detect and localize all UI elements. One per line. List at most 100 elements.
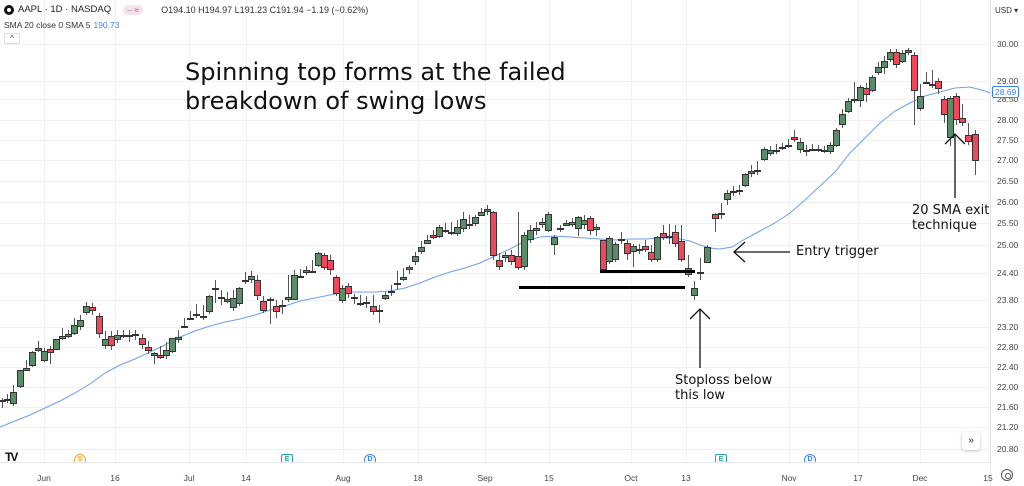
scroll-to-realtime-button[interactable]: »	[962, 432, 980, 450]
candle-body	[0, 400, 6, 402]
candle-body	[971, 134, 979, 161]
candle-body	[556, 228, 564, 230]
price-label: 21.20	[997, 422, 1019, 432]
candle-body	[76, 320, 84, 327]
candle	[278, 300, 286, 314]
candle-body	[387, 291, 395, 293]
collapse-legend-button[interactable]: ^	[4, 33, 20, 44]
symbol-title[interactable]: AAPL · 1D · NASDAQ	[18, 4, 112, 15]
candle-wick	[632, 244, 634, 267]
dividend-event-icon[interactable]: D	[804, 454, 816, 462]
candle-wick	[195, 304, 197, 318]
candle	[753, 161, 761, 175]
candle-wick	[202, 305, 204, 320]
candle	[910, 52, 918, 125]
price-axis[interactable]: USD ▾ 30.00 29.00 28.50 28.00 27.50 27.00 26.5…	[990, 0, 1024, 486]
candle	[760, 147, 768, 161]
candle-body	[844, 101, 852, 112]
candle-wick	[756, 161, 758, 175]
candle	[417, 241, 425, 254]
candle	[272, 300, 280, 318]
symbol-legend[interactable]: AAPL · 1D · NASDAQ – ≈ O194.10 H194.97 L1…	[4, 4, 368, 15]
candle	[40, 348, 48, 362]
candle-body	[696, 272, 704, 274]
candle-body	[16, 370, 24, 387]
last-price-tag: 28.69	[992, 86, 1020, 98]
earnings-event-icon[interactable]: E	[281, 454, 293, 462]
candle	[350, 294, 358, 304]
candle-wick	[299, 269, 301, 277]
candle-wick	[25, 360, 27, 371]
candle	[113, 330, 121, 343]
candle-body	[964, 135, 972, 142]
candle-wick	[714, 213, 716, 232]
candle-body	[465, 224, 473, 226]
candle-wick	[793, 130, 795, 142]
candle	[784, 139, 792, 148]
candle	[58, 328, 66, 340]
earnings-event-icon[interactable]: E	[715, 454, 727, 462]
candle-body	[107, 336, 115, 346]
candle-body	[186, 318, 194, 320]
candle	[747, 165, 755, 177]
candle-body	[247, 276, 255, 280]
candle	[653, 236, 661, 262]
candle-body	[641, 246, 649, 250]
candle	[16, 370, 24, 388]
candle-body	[296, 276, 304, 278]
candle-body	[58, 336, 66, 339]
indicator-legend[interactable]: SMA 20 close 0 SMA 5 190.73	[4, 20, 119, 30]
tradingview-logo-icon[interactable]: TV	[5, 450, 18, 462]
candle-wick	[687, 255, 689, 277]
price-label: 29.00	[997, 76, 1019, 86]
dividend-event-icon[interactable]: D	[364, 454, 376, 462]
grid-line-vertical	[858, 0, 859, 462]
candle	[802, 145, 810, 156]
price-label: 22.80	[997, 342, 1019, 352]
candle-wick	[359, 295, 361, 306]
grid-line-horizontal	[0, 367, 990, 368]
candle-body	[278, 305, 286, 307]
candle	[520, 232, 528, 270]
candle	[592, 224, 600, 236]
candle	[253, 275, 261, 300]
candle-body	[826, 145, 834, 152]
settings-gear-icon[interactable]	[1001, 469, 1013, 481]
candle	[696, 258, 704, 280]
legend-toggle[interactable]: – ≈	[123, 4, 144, 15]
grid-line-horizontal	[0, 181, 990, 182]
currency-selector[interactable]: USD ▾	[995, 6, 1019, 15]
candle-body	[832, 130, 840, 146]
candle-body	[174, 337, 182, 340]
sma-exit-annotation: 20 SMA exit technique	[912, 203, 989, 233]
candle-body	[922, 82, 930, 84]
candle	[495, 253, 503, 270]
symbol-logo-icon	[4, 4, 14, 15]
candle-body	[88, 307, 96, 311]
candle	[862, 83, 870, 102]
candle	[690, 281, 698, 300]
candle-body	[880, 61, 888, 68]
candle	[411, 252, 419, 265]
candle-wick	[159, 346, 161, 359]
grid-line-horizontal	[0, 387, 990, 388]
candle-body	[344, 286, 352, 294]
candle-body	[168, 338, 176, 352]
time-label: 13	[681, 473, 691, 483]
candle	[507, 250, 515, 265]
split-event-icon[interactable]: S	[74, 454, 86, 462]
candle	[138, 334, 146, 349]
candle	[435, 225, 443, 238]
chart-area[interactable]: Spinning top forms at the failed breakdo…	[0, 0, 990, 462]
grid-line-horizontal	[0, 347, 990, 348]
candle-body	[375, 310, 383, 312]
candle-body	[677, 241, 685, 260]
price-label: 22.40	[997, 362, 1019, 372]
price-label: 24.40	[997, 268, 1019, 278]
grid-line-horizontal	[0, 327, 990, 328]
candle-body	[690, 288, 698, 296]
candle	[199, 305, 207, 320]
time-axis[interactable]: Jun 16 Jul 14 Aug 18 Sep 15 Oct 13 Nov 17 Dec 15	[0, 462, 993, 486]
candle-body	[772, 150, 780, 152]
candle-body	[592, 227, 600, 230]
